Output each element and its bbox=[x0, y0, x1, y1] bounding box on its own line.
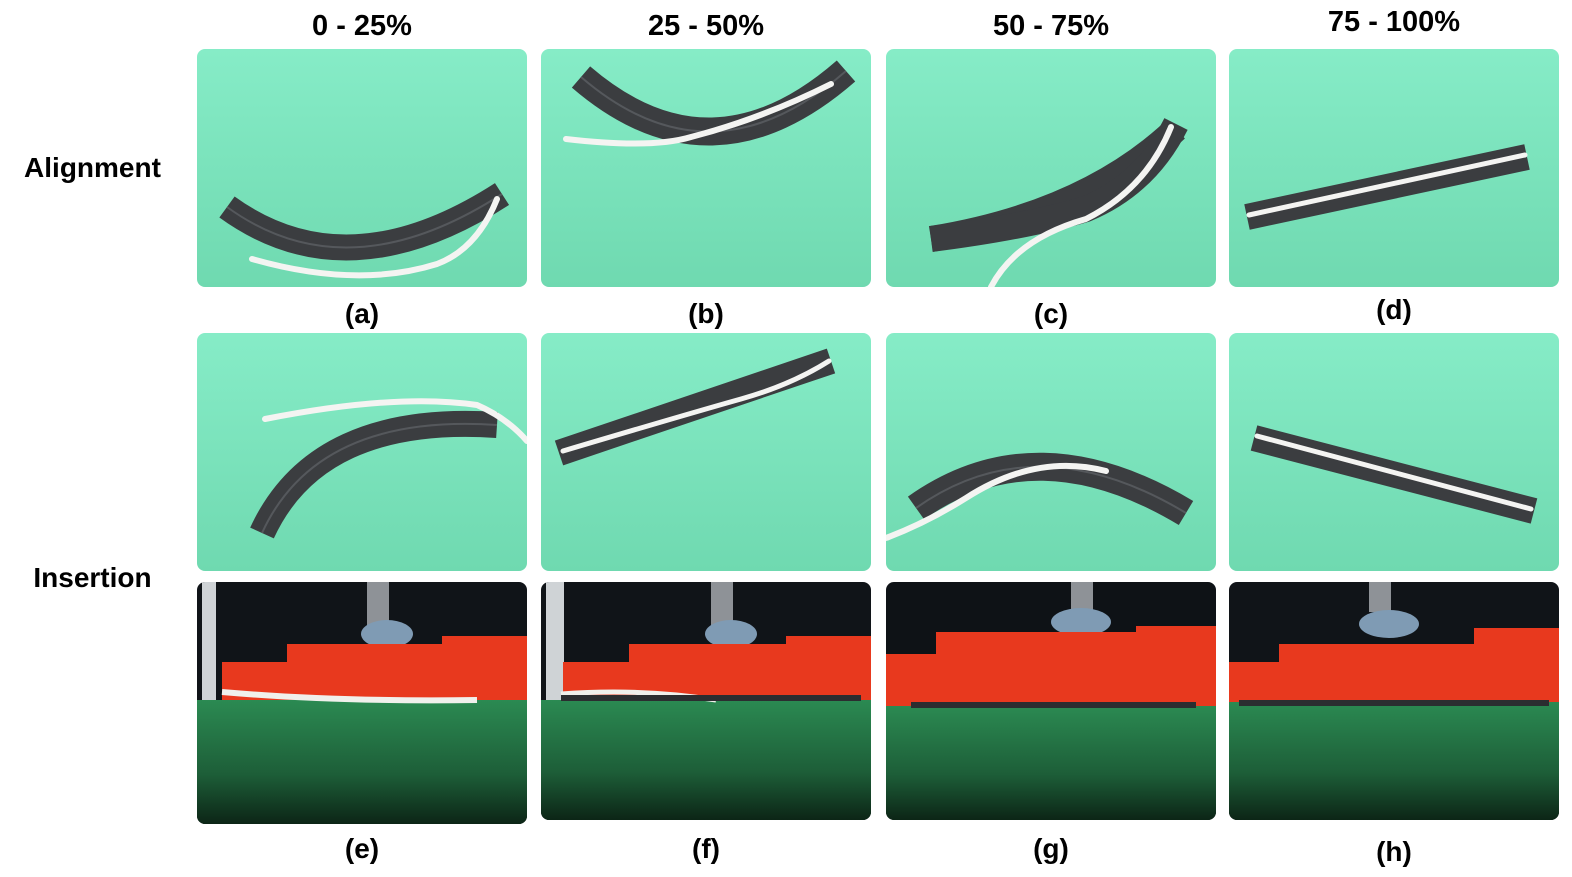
photo-panel-d bbox=[1229, 49, 1559, 287]
caption-c: (c) bbox=[1033, 298, 1069, 329]
caption-d: (d) bbox=[1376, 294, 1412, 325]
photo-panel-e-top bbox=[197, 333, 527, 571]
column-header-25-50: 25 - 50% bbox=[647, 10, 765, 42]
column-header-0-25: 0 - 25% bbox=[312, 10, 412, 42]
row-label-alignment: Alignment bbox=[24, 152, 161, 183]
photo-panel-b bbox=[541, 49, 871, 287]
photo-panel-c bbox=[886, 49, 1216, 287]
caption-f: (f) bbox=[692, 833, 720, 864]
photo-panel-g-top bbox=[886, 333, 1216, 571]
caption-g: (g) bbox=[1033, 833, 1069, 864]
photo-panel-f-top bbox=[541, 333, 871, 571]
column-header-50-75: 50 - 75% bbox=[992, 10, 1110, 42]
photo-panel-e-side bbox=[197, 582, 527, 824]
photo-panel-f-side bbox=[541, 582, 871, 820]
column-header-75-100: 75 - 100% bbox=[1327, 6, 1461, 38]
photo-panel-h-side bbox=[1229, 582, 1559, 820]
caption-e: (e) bbox=[344, 833, 380, 864]
photo-panel-g-side bbox=[886, 582, 1216, 820]
row-label-insertion: Insertion bbox=[33, 562, 152, 593]
caption-h: (h) bbox=[1376, 836, 1412, 867]
caption-a: (a) bbox=[344, 298, 380, 329]
photo-panel-a bbox=[197, 49, 527, 287]
photo-panel-h-top bbox=[1229, 333, 1559, 571]
caption-b: (b) bbox=[688, 298, 724, 329]
